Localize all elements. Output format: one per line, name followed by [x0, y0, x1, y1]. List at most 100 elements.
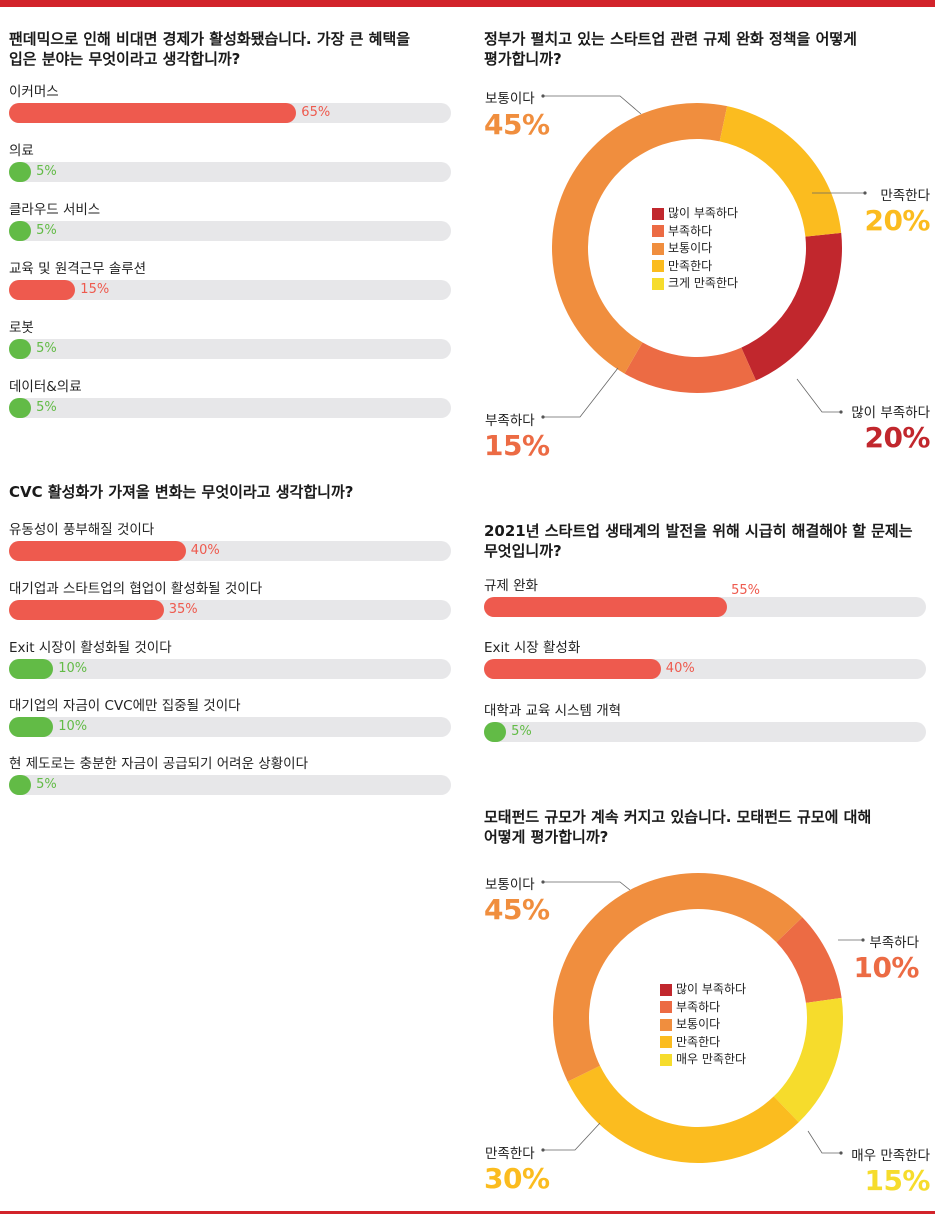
- leader-line: [543, 1122, 601, 1151]
- chart1-title: 팬데믹으로 인해 비대면 경제가 활성화됐습니다. 가장 큰 혜택을 입은 분야…: [9, 30, 411, 68]
- bar-value-label: 40%: [665, 661, 695, 676]
- legend-swatch: [660, 1036, 672, 1049]
- legend-entry: 만족한다: [652, 258, 738, 276]
- leader-dot: [541, 415, 545, 419]
- bar-value-label: 40%: [190, 543, 220, 558]
- bar-category-label: Exit 시장이 활성화될 것이다: [9, 640, 172, 656]
- bar-value-label: 5%: [36, 777, 57, 792]
- bar-fill: [9, 280, 76, 300]
- bar-value-label: 10%: [58, 661, 88, 676]
- legend-entry: 만족한다: [660, 1034, 746, 1052]
- bar-value-label: 5%: [511, 724, 532, 739]
- bar-value-label: 5%: [36, 164, 57, 179]
- bar-category-label: 규제 완화: [484, 578, 538, 594]
- chart5-title: 모태펀드 규모가 계속 커지고 있습니다. 모태펀드 규모에 대해 어떻게 평가…: [484, 808, 872, 846]
- legend-label: 부족하다: [676, 999, 721, 1014]
- legend-entry: 많이 부족하다: [660, 981, 746, 999]
- chart5-legend: 많이 부족하다 부족하다 보통이다 만족한다 매우 만족한다: [660, 981, 746, 1069]
- bar-row: 로봇 5%: [9, 316, 451, 368]
- donut-callout-value: 45%: [484, 108, 550, 141]
- bar-track: 10%: [9, 659, 451, 679]
- legend-swatch: [652, 277, 664, 290]
- donut-slice: [719, 106, 842, 237]
- bar-value-label: 15%: [80, 282, 110, 297]
- donut-slice: [624, 342, 756, 393]
- leader-dot: [861, 938, 865, 942]
- legend-label: 보통이다: [668, 241, 713, 255]
- bar-track: 65%: [9, 103, 451, 123]
- leader-line: [796, 378, 841, 413]
- legend-label: 많이 부족하다: [668, 206, 739, 220]
- donut-callout-value: 15%: [864, 1164, 930, 1197]
- legend-label: 보통이다: [676, 1017, 721, 1031]
- donut-callout-label: 보통이다: [485, 877, 535, 893]
- bar-track: 5%: [9, 398, 451, 418]
- bar-track: 10%: [9, 717, 451, 737]
- bar-fill: [9, 717, 54, 737]
- bar-fill: [9, 162, 32, 182]
- bar-track: 35%: [9, 600, 451, 620]
- bar-track: 40%: [484, 659, 926, 679]
- leader-line: [807, 1130, 841, 1154]
- bar-track: 40%: [9, 541, 451, 561]
- donut-callout-label: 많이 부족하다: [851, 405, 930, 421]
- bar-track: 15%: [9, 280, 451, 300]
- bar-category-label: 교육 및 원격근무 솔루션: [9, 261, 147, 277]
- legend-swatch: [652, 207, 664, 220]
- bar-fill: [9, 339, 32, 359]
- legend-label: 부족하다: [668, 223, 713, 238]
- bar-value-label: 10%: [58, 719, 88, 734]
- bar-row: Exit 시장 활성화 40%: [484, 636, 926, 688]
- donut-callout-value: 20%: [864, 204, 930, 237]
- bar-row: 의료 5%: [9, 139, 451, 191]
- donut-slice: [567, 1065, 799, 1164]
- bar-row: 대학과 교육 시스템 개혁 5%: [484, 699, 926, 751]
- leader-line: [543, 367, 619, 418]
- bar-category-label: 대학과 교육 시스템 개혁: [484, 703, 622, 719]
- bar-fill: [9, 659, 54, 679]
- legend-label: 많이 부족하다: [676, 982, 747, 996]
- legend-swatch: [660, 1053, 672, 1066]
- bar-value-label: 65%: [301, 105, 331, 120]
- donut-slice: [552, 103, 728, 374]
- bar-category-label: Exit 시장 활성화: [484, 640, 581, 656]
- bar-category-label: 의료: [9, 143, 34, 159]
- legend-swatch: [660, 1018, 672, 1031]
- bar-row: 현 제도로는 충분한 자금이 공급되기 어려운 상황이다 5%: [9, 752, 451, 804]
- legend-entry: 보통이다: [660, 1016, 746, 1034]
- bar-track: 5%: [9, 162, 451, 182]
- legend-swatch: [652, 242, 664, 255]
- bar-row: 규제 완화 55%: [484, 574, 926, 626]
- top-accent-bar: [0, 0, 935, 7]
- bar-row: 클라우드 서비스 5%: [9, 198, 451, 250]
- chart2-title: CVC 활성화가 가져올 변화는 무엇이라고 생각합니까?: [9, 483, 354, 501]
- chart3-legend: 많이 부족하다 부족하다 보통이다 만족한다 크게 만족한다: [652, 205, 738, 293]
- leader-line: [543, 881, 631, 891]
- donut-slice: [776, 917, 842, 1003]
- bar-fill: [9, 541, 186, 561]
- bar-category-label: 대기업과 스타트업의 협업이 활성화될 것이다: [9, 581, 263, 597]
- bar-track: 55%: [484, 583, 926, 617]
- donut-slice: [773, 997, 843, 1123]
- legend-label: 만족한다: [676, 1034, 721, 1049]
- bar-row: Exit 시장이 활성화될 것이다 10%: [9, 636, 451, 688]
- bar-fill: [484, 722, 507, 742]
- legend-entry: 많이 부족하다: [652, 205, 738, 223]
- donut-callout-label: 보통이다: [485, 91, 535, 107]
- bar-category-label: 이커머스: [9, 84, 59, 100]
- bar-row: 데이터&의료 5%: [9, 375, 451, 427]
- leader-dot: [839, 410, 843, 414]
- donut-callout-label: 만족한다: [485, 1146, 535, 1162]
- bar-fill: [484, 597, 728, 617]
- leader-dot: [863, 191, 867, 195]
- legend-swatch: [660, 1001, 672, 1014]
- legend-swatch: [652, 260, 664, 273]
- leader-dot: [839, 1151, 843, 1155]
- donut-callout-value: 20%: [864, 421, 930, 454]
- leader-dot: [541, 94, 545, 98]
- bar-fill: [9, 221, 32, 241]
- donut-callout-value: 15%: [484, 429, 550, 462]
- bar-fill: [9, 775, 32, 795]
- donut-callout-label: 부족하다: [869, 935, 919, 951]
- bar-row: 대기업과 스타트업의 협업이 활성화될 것이다 35%: [9, 577, 451, 629]
